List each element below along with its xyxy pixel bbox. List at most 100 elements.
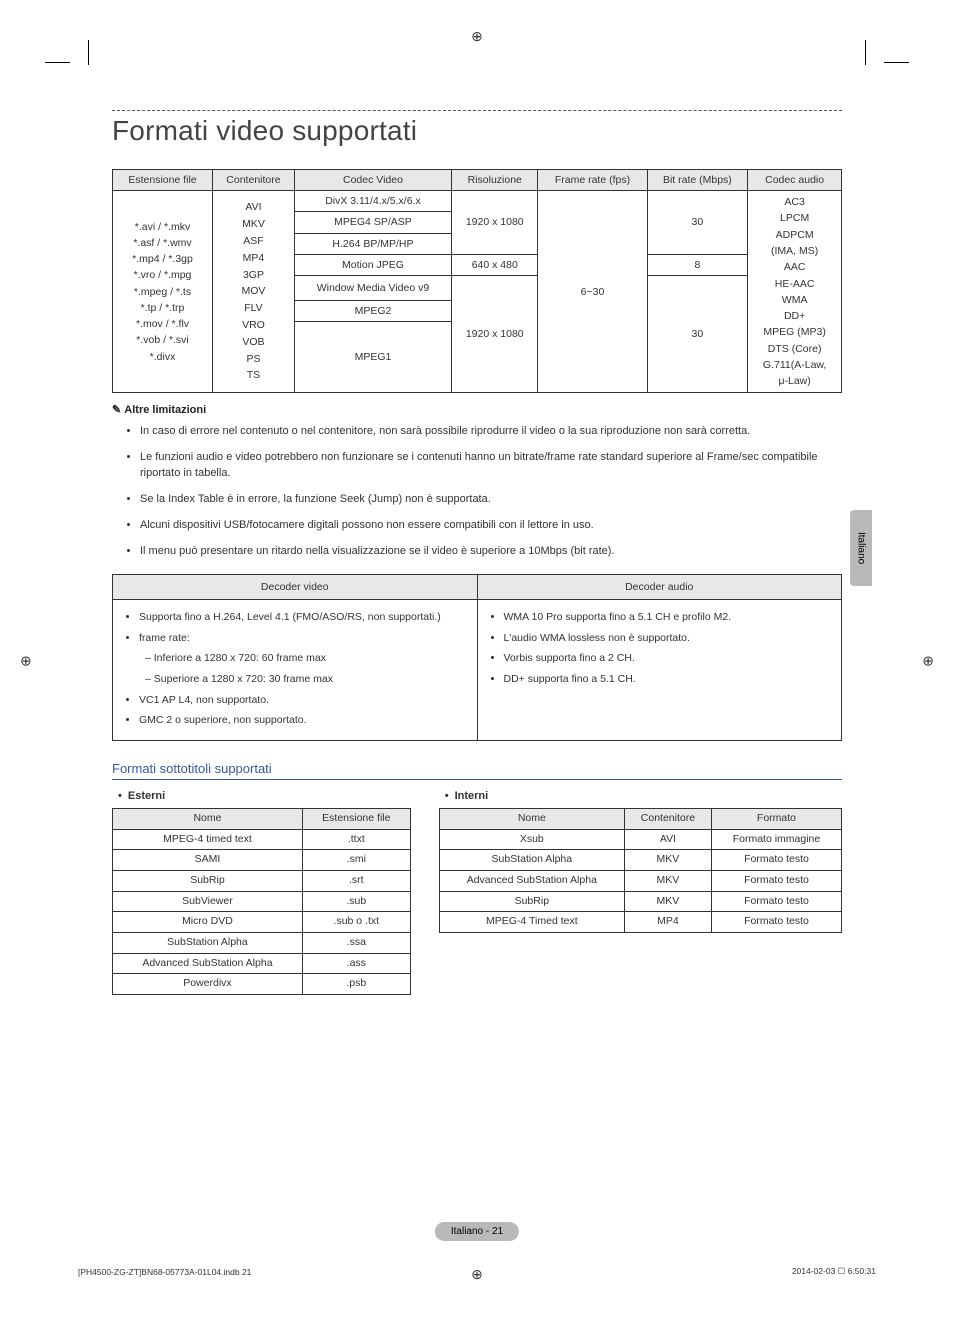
dashed-divider xyxy=(112,110,842,111)
table-row: Advanced SubStation Alpha.ass xyxy=(113,953,411,974)
table-header-row: Decoder video Decoder audio xyxy=(113,574,842,599)
list-item: Vorbis supporta fino a 2 CH. xyxy=(504,651,832,666)
cell-resolution: 640 x 480 xyxy=(452,254,538,275)
table-row: Powerdivx.psb xyxy=(113,974,411,995)
cell: MPEG-4 Timed text xyxy=(439,912,624,933)
cell-codec: MPEG4 SP/ASP xyxy=(294,212,451,233)
th-name: Nome xyxy=(439,809,624,830)
page-number-pill: Italiano - 21 xyxy=(435,1222,519,1241)
cell: .ass xyxy=(302,953,410,974)
table-row: SubStation AlphaMKVFormato testo xyxy=(439,850,841,871)
table-row: *.avi / *.mkv *.asf / *.wmv *.mp4 / *.3g… xyxy=(113,191,842,212)
cell: AVI xyxy=(624,829,711,850)
cell-containers: AVI MKV ASF MP4 3GP MOV FLV VRO VOB PS T… xyxy=(213,191,295,393)
cell: Formato testo xyxy=(711,871,841,892)
cell: Xsub xyxy=(439,829,624,850)
th-extension: Estensione file xyxy=(113,170,213,191)
cell: .psb xyxy=(302,974,410,995)
registration-mark-right: ⊕ xyxy=(922,652,934,669)
external-label-text: Esterni xyxy=(128,790,165,802)
cell: .ssa xyxy=(302,932,410,953)
footer-right: 2014-02-03 ☐ 6:50:31 xyxy=(792,1266,876,1277)
th-codec-audio: Codec audio xyxy=(748,170,842,191)
internal-subtitles-column: •Interni Nome Contenitore Formato XsubAV… xyxy=(439,790,842,933)
table-row: XsubAVIFormato immagine xyxy=(439,829,841,850)
table-header-row: Estensione file Contenitore Codec Video … xyxy=(113,170,842,191)
cell: MPEG-4 timed text xyxy=(113,829,303,850)
cell: Formato testo xyxy=(711,912,841,933)
cell: MP4 xyxy=(624,912,711,933)
cell: Advanced SubStation Alpha xyxy=(113,953,303,974)
internal-label-text: Interni xyxy=(455,790,489,802)
table-header-row: Nome Estensione file xyxy=(113,809,411,830)
table-row: SubStation Alpha.ssa xyxy=(113,932,411,953)
registration-mark-bottom: ⊕ xyxy=(471,1266,483,1283)
subtitles-section-title: Formati sottotitoli supportati xyxy=(112,761,842,780)
cell-resolution: 1920 x 1080 xyxy=(452,191,538,255)
table-row: Advanced SubStation AlphaMKVFormato test… xyxy=(439,871,841,892)
cell: .sub xyxy=(302,891,410,912)
table-row: SAMI.smi xyxy=(113,850,411,871)
page: ⊕ ⊕ ⊕ Formati video supportati Estension… xyxy=(0,0,954,1321)
cell: .srt xyxy=(302,871,410,892)
list-item: Le funzioni audio e video potrebbero non… xyxy=(140,450,842,482)
th-fps: Frame rate (fps) xyxy=(538,170,647,191)
cell: Formato testo xyxy=(711,850,841,871)
cell-decoder-video: Supporta fino a H.264, Level 4.1 (FMO/AS… xyxy=(113,599,478,740)
list-item: frame rate: xyxy=(139,631,467,646)
cell-resolution: 1920 x 1080 xyxy=(452,275,538,393)
language-side-tab: Italiano xyxy=(850,510,872,586)
cell: SubRip xyxy=(113,871,303,892)
table-row: MPEG-4 Timed textMP4Formato testo xyxy=(439,912,841,933)
th-decoder-video: Decoder video xyxy=(113,574,478,599)
cell-codec: MPEG2 xyxy=(294,301,451,322)
external-subtitles-table: Nome Estensione file MPEG-4 timed text.t… xyxy=(112,808,411,995)
th-name: Nome xyxy=(113,809,303,830)
cell: MKV xyxy=(624,871,711,892)
table-row: SubRip.srt xyxy=(113,871,411,892)
list-item: VC1 AP L4, non supportato. xyxy=(139,693,467,708)
table-row: SubRipMKVFormato testo xyxy=(439,891,841,912)
cell-codec: DivX 3.11/4.x/5.x/6.x xyxy=(294,191,451,212)
cell: Micro DVD xyxy=(113,912,303,933)
decoder-table: Decoder video Decoder audio Supporta fin… xyxy=(112,574,842,741)
cell: SubViewer xyxy=(113,891,303,912)
cell: Formato testo xyxy=(711,891,841,912)
list-item: Superiore a 1280 x 720: 30 frame max xyxy=(145,672,467,687)
cell-codec: MPEG1 xyxy=(294,322,451,393)
cell-audio-codec: AC3 LPCM ADPCM (IMA, MS) AAC HE-AAC WMA … xyxy=(748,191,842,393)
internal-label: •Interni xyxy=(445,790,842,802)
limitations-list: In caso di errore nel contenuto o nel co… xyxy=(112,424,842,560)
cell-fps: 6~30 xyxy=(538,191,647,393)
cell: Formato immagine xyxy=(711,829,841,850)
cell: SubRip xyxy=(439,891,624,912)
cell: .smi xyxy=(302,850,410,871)
page-title: Formati video supportati xyxy=(112,115,842,147)
cell-extensions: *.avi / *.mkv *.asf / *.wmv *.mp4 / *.3g… xyxy=(113,191,213,393)
limitations-heading: ✎ Altre limitazioni xyxy=(112,403,842,416)
list-item: Se la Index Table è in errore, la funzio… xyxy=(140,492,842,508)
list-item: Il menu può presentare un ritardo nella … xyxy=(140,544,842,560)
cell: .sub o .txt xyxy=(302,912,410,933)
th-resolution: Risoluzione xyxy=(452,170,538,191)
list-item: DD+ supporta fino a 5.1 CH. xyxy=(504,672,832,687)
cell-decoder-audio: WMA 10 Pro supporta fino a 5.1 CH e prof… xyxy=(477,599,842,740)
cell-codec: H.264 BP/MP/HP xyxy=(294,233,451,254)
cell-bitrate: 30 xyxy=(647,275,748,393)
th-codec-video: Codec Video xyxy=(294,170,451,191)
cell: MKV xyxy=(624,891,711,912)
registration-mark-top: ⊕ xyxy=(471,28,483,45)
cell: .ttxt xyxy=(302,829,410,850)
list-item: Inferiore a 1280 x 720: 60 frame max xyxy=(145,651,467,666)
table-row: Supporta fino a H.264, Level 4.1 (FMO/AS… xyxy=(113,599,842,740)
table-row: MPEG-4 timed text.ttxt xyxy=(113,829,411,850)
cell: SubStation Alpha xyxy=(113,932,303,953)
internal-subtitles-table: Nome Contenitore Formato XsubAVIFormato … xyxy=(439,808,842,933)
cell-codec: Window Media Video v9 xyxy=(294,275,451,300)
crop-mark xyxy=(45,62,70,63)
th-ext: Estensione file xyxy=(302,809,410,830)
video-formats-table: Estensione file Contenitore Codec Video … xyxy=(112,169,842,393)
th-decoder-audio: Decoder audio xyxy=(477,574,842,599)
cell: Powerdivx xyxy=(113,974,303,995)
limitations-label: Altre limitazioni xyxy=(124,404,206,416)
